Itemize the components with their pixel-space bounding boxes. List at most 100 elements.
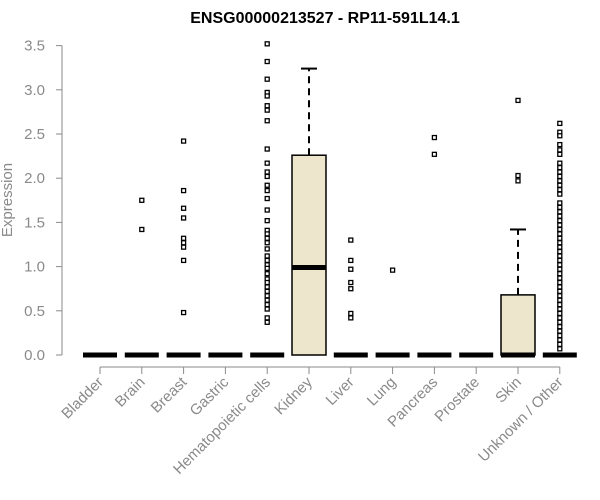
outlier-point (557, 213, 563, 219)
outlier-point (180, 244, 187, 250)
y-tick-label: 0.0 (24, 347, 45, 364)
outlier-point (180, 257, 187, 264)
outlier-point (557, 141, 563, 148)
outlier-point (264, 173, 270, 180)
box-8 (417, 134, 452, 358)
outlier-point (557, 275, 563, 281)
outlier-point (557, 160, 563, 166)
outlier-point (180, 215, 187, 221)
outlier-point (557, 279, 563, 286)
outlier-point (180, 240, 187, 246)
outlier-point (264, 246, 270, 252)
outlier-point (264, 41, 270, 47)
outlier-point (557, 204, 563, 211)
outlier-point (557, 182, 563, 188)
outlier-point (557, 253, 563, 259)
outlier-point (264, 107, 270, 113)
outlier-point (557, 248, 563, 255)
outlier-point (264, 93, 270, 99)
outlier-point (557, 301, 563, 308)
outlier-point (557, 346, 563, 352)
outlier-point (557, 288, 563, 295)
x-tick-label: Lung (364, 374, 400, 410)
outlier-point (557, 266, 563, 272)
outlier-point (557, 133, 563, 139)
outlier-point (431, 151, 438, 157)
outlier-point (264, 146, 270, 152)
chart-title: ENSG00000213527 - RP11-591L14.1 (190, 10, 460, 27)
outlier-point (557, 222, 563, 228)
outlier-point (348, 266, 354, 272)
y-axis-label: Expression (0, 163, 16, 237)
outlier-point (348, 315, 354, 321)
outlier-point (264, 160, 270, 166)
outlier-point (180, 205, 187, 211)
outlier-point (264, 182, 270, 188)
y-tick-label: 2.5 (24, 126, 45, 143)
outlier-point (180, 235, 187, 241)
outlier-point (515, 97, 521, 104)
outlier-point (264, 257, 270, 264)
outlier-point (557, 164, 563, 171)
outlier-point (348, 279, 354, 286)
outlier-point (515, 172, 521, 179)
outlier-point (557, 257, 563, 264)
outlier-point (264, 284, 270, 290)
outlier-point (557, 315, 563, 321)
y-tick-label: 1.5 (24, 214, 45, 231)
outlier-point (557, 231, 563, 237)
outlier-point (264, 271, 270, 277)
outlier-point (557, 169, 563, 175)
y-tick-label: 2.0 (24, 170, 45, 187)
outlier-point (264, 288, 270, 295)
outlier-point (348, 237, 354, 243)
outlier-point (557, 310, 563, 317)
boxes-group (83, 41, 577, 358)
outlier-point (557, 151, 563, 157)
box-11 (542, 120, 577, 358)
outlier-point (264, 217, 270, 224)
outlier-point (264, 235, 270, 241)
outlier-point (557, 178, 563, 184)
outlier-point (557, 235, 563, 241)
x-tick-label: Brain (112, 374, 149, 411)
x-tick-label: Skin (492, 374, 525, 407)
y-tick-label: 0.5 (24, 303, 45, 320)
box-body (291, 154, 327, 356)
outlier-point (264, 301, 270, 308)
outlier-point (180, 187, 187, 194)
outlier-point (264, 240, 270, 246)
outlier-point (557, 328, 563, 334)
outlier-point (264, 118, 270, 124)
outlier-point (557, 244, 563, 250)
outlier-point (557, 337, 563, 343)
outlier-point (348, 286, 354, 292)
outlier-point (264, 319, 270, 325)
outlier-point (264, 253, 270, 259)
outlier-point (557, 341, 563, 348)
outlier-point (264, 169, 270, 175)
outlier-point (139, 197, 145, 203)
outlier-point (180, 309, 187, 316)
box-body (500, 294, 536, 356)
box-1 (124, 197, 159, 358)
outlier-point (515, 178, 521, 184)
outlier-point (557, 120, 563, 127)
x-tick-label: Bladder (58, 374, 107, 423)
outlier-point (557, 187, 563, 193)
y-tick-label: 3.0 (24, 82, 45, 99)
box-10 (500, 97, 536, 358)
box-4 (250, 41, 285, 358)
outlier-point (557, 191, 563, 197)
outlier-point (557, 173, 563, 180)
outlier-point (557, 297, 563, 303)
box-2 (166, 138, 201, 358)
outlier-point (557, 271, 563, 277)
outlier-point (557, 147, 563, 153)
outlier-point (557, 200, 563, 206)
outlier-point (180, 138, 187, 144)
outlier-point (557, 293, 563, 299)
